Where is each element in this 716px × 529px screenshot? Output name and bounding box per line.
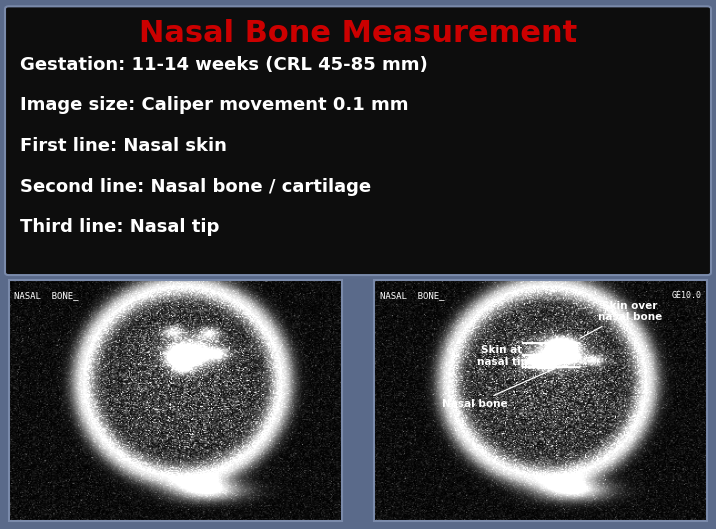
Text: Second line: Nasal bone / cartilage: Second line: Nasal bone / cartilage [20,178,371,196]
Text: Third line: Nasal tip: Third line: Nasal tip [20,218,219,236]
Text: Gestation: 11-14 weeks (CRL 45-85 mm): Gestation: 11-14 weeks (CRL 45-85 mm) [20,56,427,74]
Text: Skin over
nasal bone: Skin over nasal bone [580,300,662,339]
Bar [9,280,342,521]
Text: GE10.0: GE10.0 [672,291,702,300]
FancyBboxPatch shape [5,6,711,275]
Text: Skin at
nasal tip: Skin at nasal tip [477,345,561,367]
Text: Nasal bone: Nasal bone [442,369,555,409]
Text: NASAL  BONE_: NASAL BONE_ [14,291,79,300]
Bar [374,280,707,521]
Text: First line: Nasal skin: First line: Nasal skin [20,137,227,155]
Text: Nasal Bone Measurement: Nasal Bone Measurement [139,19,577,48]
Text: NASAL  BONE_: NASAL BONE_ [380,291,445,300]
Text: Image size: Caliper movement 0.1 mm: Image size: Caliper movement 0.1 mm [20,96,409,114]
